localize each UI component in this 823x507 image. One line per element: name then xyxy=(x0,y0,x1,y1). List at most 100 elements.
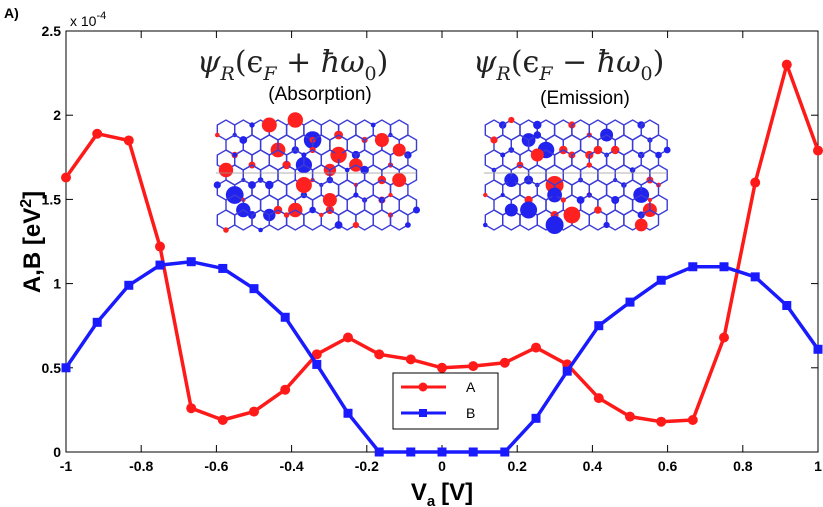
y-tick-label: 2.5 xyxy=(42,23,62,39)
data-point-b xyxy=(343,408,353,418)
x-tick-label: 1 xyxy=(814,458,822,474)
data-point-a xyxy=(280,384,291,395)
lattice-atom xyxy=(370,122,376,128)
data-point-a xyxy=(123,135,134,146)
formula-op: − ħω xyxy=(553,45,641,80)
data-point-a xyxy=(92,128,103,139)
lattice-atom xyxy=(322,193,337,207)
data-point-a xyxy=(311,349,322,360)
lattice-atom xyxy=(392,173,407,187)
lattice-atom xyxy=(520,201,538,219)
formula-args-sub: F xyxy=(262,63,277,85)
lattice-atom xyxy=(218,162,234,178)
data-point-a xyxy=(155,241,165,252)
data-point-b xyxy=(312,359,322,369)
data-point-b xyxy=(500,447,510,457)
lattice-atom xyxy=(334,221,343,229)
formula-psi: ψ xyxy=(197,45,221,80)
lattice-atom xyxy=(249,122,255,128)
lattice-atom xyxy=(663,146,671,154)
lattice-atom xyxy=(611,196,620,204)
data-point-b xyxy=(374,447,384,457)
data-point-a xyxy=(593,393,604,404)
y-tick-label: 1.5 xyxy=(42,191,62,207)
lattice-atom xyxy=(504,203,518,217)
data-point-b xyxy=(124,280,134,290)
panel-label: A) xyxy=(4,5,19,21)
data-point-b xyxy=(92,317,102,327)
data-point-b xyxy=(406,447,416,457)
lattice-atom xyxy=(334,150,343,160)
lattice-atom xyxy=(309,206,316,214)
lattice-atom xyxy=(533,120,542,130)
lattice-hexagon xyxy=(484,209,504,231)
lattice-atom xyxy=(530,148,544,162)
data-point-a xyxy=(656,416,667,427)
inset-emission-formula: ψR(ϵF − ħω0) xyxy=(473,45,664,85)
inset-absorption-caption: (Absorption) xyxy=(268,84,372,105)
lattice-atom xyxy=(319,212,324,218)
data-point-b xyxy=(218,263,228,273)
data-point-b xyxy=(155,260,165,270)
data-point-b xyxy=(813,344,823,354)
lattice-atom xyxy=(405,222,411,228)
data-point-b xyxy=(437,447,447,457)
x-tick-label: 0.4 xyxy=(583,458,603,474)
lattice-atom xyxy=(388,192,393,198)
data-point-b xyxy=(656,275,666,285)
formula-op: + ħω xyxy=(277,45,365,80)
data-point-a xyxy=(531,342,541,353)
y-tick-label: 1 xyxy=(53,276,61,292)
lattice-emission xyxy=(483,116,671,234)
lattice-atom xyxy=(634,218,648,232)
lattice-hexagon xyxy=(355,209,374,231)
lattice-atom xyxy=(258,227,263,233)
data-point-b xyxy=(625,297,635,307)
lattice-atom xyxy=(287,112,303,128)
lattice-atom xyxy=(483,222,488,228)
y-axis-label: A,B [eV2] xyxy=(18,191,46,293)
formula-op-sub: 0 xyxy=(365,63,377,85)
data-point-b xyxy=(531,413,541,423)
x-axis-label-main: V xyxy=(411,479,427,506)
lattice-atom xyxy=(586,162,592,168)
x-axis-label-units: [V] xyxy=(441,479,473,506)
x-tick-label: -0.6 xyxy=(204,458,228,474)
x-tick-label: 0.8 xyxy=(733,458,753,474)
data-point-a xyxy=(61,172,71,183)
lattice-atom xyxy=(647,197,653,203)
lattice-atom xyxy=(533,131,542,139)
lattice-atom xyxy=(295,177,312,193)
formula-psi: ψ xyxy=(473,45,497,80)
formula-psi-sub: R xyxy=(220,63,235,85)
lattice-atom xyxy=(545,216,564,234)
lattice-atom xyxy=(283,162,290,168)
x-tick-label: -0.8 xyxy=(129,458,153,474)
formula-args-sub: F xyxy=(538,63,553,85)
lattice-atom xyxy=(239,136,248,144)
inset-absorption: ψR(ϵF + ħω0) (Absorption) xyxy=(197,45,420,233)
y-tick-label: 0 xyxy=(53,444,61,460)
data-point-a xyxy=(217,415,228,426)
inset-absorption-formula: ψR(ϵF + ħω0) xyxy=(197,45,388,85)
lattice-atom xyxy=(265,180,274,190)
lattice-hexagon xyxy=(389,209,409,231)
lattice-atom xyxy=(507,176,516,184)
lattice-atom xyxy=(603,221,610,229)
data-point-b xyxy=(782,300,792,310)
lattice-atom xyxy=(560,197,566,203)
x-tick-label: 0 xyxy=(438,458,446,474)
x-axis-label-sub: a xyxy=(427,493,436,507)
lattice-atom xyxy=(594,146,602,154)
data-point-b xyxy=(750,272,760,282)
x-tick-label: 0.2 xyxy=(507,458,527,474)
data-point-b xyxy=(61,363,71,373)
lattice-atom xyxy=(261,117,277,133)
data-point-a xyxy=(781,59,792,70)
lattice-atom xyxy=(576,196,585,204)
lattice-atom xyxy=(213,181,221,189)
y-axis-label-sup: 2 xyxy=(18,199,35,208)
lattice-atom xyxy=(353,192,359,198)
inset-emission: ψR(ϵF − ħω0) (Emission) xyxy=(473,45,671,234)
legend-marker-b xyxy=(419,409,427,417)
